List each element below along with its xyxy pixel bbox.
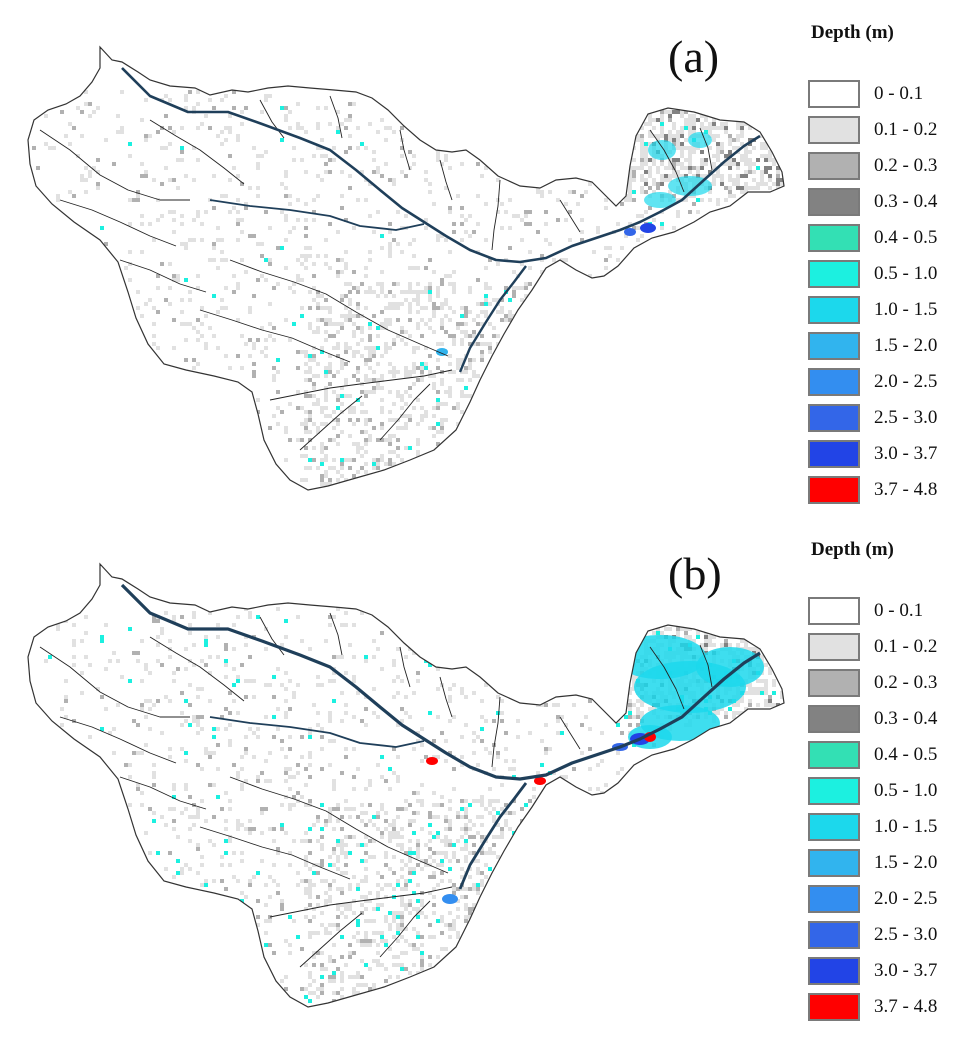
panel-a: (a) Depth (m) 0 - 0.1 0.1 - 0.2 0.2 - 0.3 0…: [27, 22, 968, 508]
legend-swatch: [808, 849, 860, 877]
legend-item: 0.5 - 1.0: [808, 773, 968, 809]
panel-b: (b) Depth (m) 0 - 0.1 0.1 - 0.2 0.2 - 0.3 0…: [0, 517, 976, 1047]
main-river: [121, 67, 761, 373]
legend-swatch: [808, 332, 860, 360]
legend-swatch: [808, 188, 860, 216]
flood-depth-map-b: [27, 562, 785, 1008]
legend-swatch: [808, 404, 860, 432]
legend-item: 2.5 - 3.0: [808, 917, 968, 953]
legend-item: 3.0 - 3.7: [808, 953, 968, 989]
legend-label: 0.5 - 1.0: [874, 263, 938, 284]
legend-item: 0.2 - 0.3: [808, 665, 968, 701]
legend-label: 0.4 - 0.5: [874, 744, 938, 765]
legend-label: 2.5 - 3.0: [874, 924, 938, 945]
legend-rows-b: 0 - 0.1 0.1 - 0.2 0.2 - 0.3 0.3 - 0.4 0.4 - …: [808, 593, 968, 1025]
flood-depth-map-a: [27, 45, 785, 491]
legend-label: 3.7 - 4.8: [874, 479, 938, 500]
legend-item: 2.0 - 2.5: [808, 364, 968, 400]
legend-title-a: Depth (m): [811, 22, 894, 43]
legend-swatch: [808, 777, 860, 805]
legend-item: 0.1 - 0.2: [808, 112, 968, 148]
legend-item: 0.3 - 0.4: [808, 184, 968, 220]
legend-label: 0.5 - 1.0: [874, 780, 938, 801]
legend-label: 0 - 0.1: [874, 600, 924, 621]
legend-label: 2.5 - 3.0: [874, 407, 938, 428]
stream-network: [39, 612, 713, 968]
legend-item: 0.2 - 0.3: [808, 148, 968, 184]
legend-rows-a: 0 - 0.1 0.1 - 0.2 0.2 - 0.3 0.3 - 0.4 0.4 - …: [808, 76, 968, 508]
legend-item: 3.0 - 3.7: [808, 436, 968, 472]
legend-swatch: [808, 957, 860, 985]
legend-item: 1.0 - 1.5: [808, 809, 968, 845]
legend-swatch: [808, 224, 860, 252]
depth-raster: [32, 90, 784, 486]
legend-swatch: [808, 741, 860, 769]
legend-label: 3.0 - 3.7: [874, 443, 938, 464]
legend-swatch: [808, 116, 860, 144]
legend-label: 2.0 - 2.5: [874, 888, 938, 909]
basin-outline: [27, 562, 785, 1008]
legend-item: 0.4 - 0.5: [808, 220, 968, 256]
stream-network: [39, 95, 713, 451]
legend-label: 0.4 - 0.5: [874, 227, 938, 248]
basin-outline: [27, 45, 785, 491]
legend-swatch: [808, 368, 860, 396]
legend-swatch: [808, 440, 860, 468]
legend-swatch: [808, 152, 860, 180]
legend-label: 3.0 - 3.7: [874, 960, 938, 981]
legend-item: 2.5 - 3.0: [808, 400, 968, 436]
legend-swatch: [808, 669, 860, 697]
legend-item: 2.0 - 2.5: [808, 881, 968, 917]
legend-label: 0 - 0.1: [874, 83, 924, 104]
legend-label: 1.5 - 2.0: [874, 852, 938, 873]
legend-swatch: [808, 296, 860, 324]
legend-label: 0.3 - 0.4: [874, 708, 938, 729]
legend-label: 3.7 - 4.8: [874, 996, 938, 1017]
legend-label: 0.2 - 0.3: [874, 672, 938, 693]
legend-item: 1.5 - 2.0: [808, 328, 968, 364]
basin-area: [28, 564, 784, 1007]
legend-swatch: [808, 597, 860, 625]
legend-b: Depth (m) 0 - 0.1 0.1 - 0.2 0.2 - 0.3 0.3 -…: [808, 539, 968, 1025]
legend-swatch: [808, 705, 860, 733]
legend-item: 1.0 - 1.5: [808, 292, 968, 328]
legend-label: 0.1 - 0.2: [874, 636, 938, 657]
legend-swatch: [808, 813, 860, 841]
main-river: [120, 583, 761, 890]
legend-label: 0.2 - 0.3: [874, 155, 938, 176]
legend-item: 3.7 - 4.8: [808, 472, 968, 508]
legend-swatch: [808, 476, 860, 504]
legend-label: 0.1 - 0.2: [874, 119, 938, 140]
legend-title-b: Depth (m): [811, 539, 894, 560]
panel-label-b: (b): [668, 548, 722, 599]
legend-label: 1.0 - 1.5: [874, 299, 938, 320]
legend-swatch: [808, 885, 860, 913]
legend-label: 1.0 - 1.5: [874, 816, 938, 837]
legend-swatch: [808, 260, 860, 288]
legend-label: 1.5 - 2.0: [874, 335, 938, 356]
legend-swatch: [808, 993, 860, 1021]
legend-swatch: [808, 633, 860, 661]
legend-item: 0 - 0.1: [808, 593, 968, 629]
legend-item: 0 - 0.1: [808, 76, 968, 112]
legend-label: 0.3 - 0.4: [874, 191, 938, 212]
legend-a: Depth (m) 0 - 0.1 0.1 - 0.2 0.2 - 0.3 0.3 -…: [808, 22, 968, 508]
legend-item: 0.3 - 0.4: [808, 701, 968, 737]
legend-item: 1.5 - 2.0: [808, 845, 968, 881]
legend-item: 3.7 - 4.8: [808, 989, 968, 1025]
basin-area: [28, 47, 784, 490]
depth-raster: [44, 607, 784, 1003]
legend-swatch: [808, 921, 860, 949]
legend-item: 0.5 - 1.0: [808, 256, 968, 292]
panel-label-a: (a): [668, 31, 720, 82]
legend-label: 2.0 - 2.5: [874, 371, 938, 392]
legend-item: 0.4 - 0.5: [808, 737, 968, 773]
legend-item: 0.1 - 0.2: [808, 629, 968, 665]
legend-swatch: [808, 80, 860, 108]
